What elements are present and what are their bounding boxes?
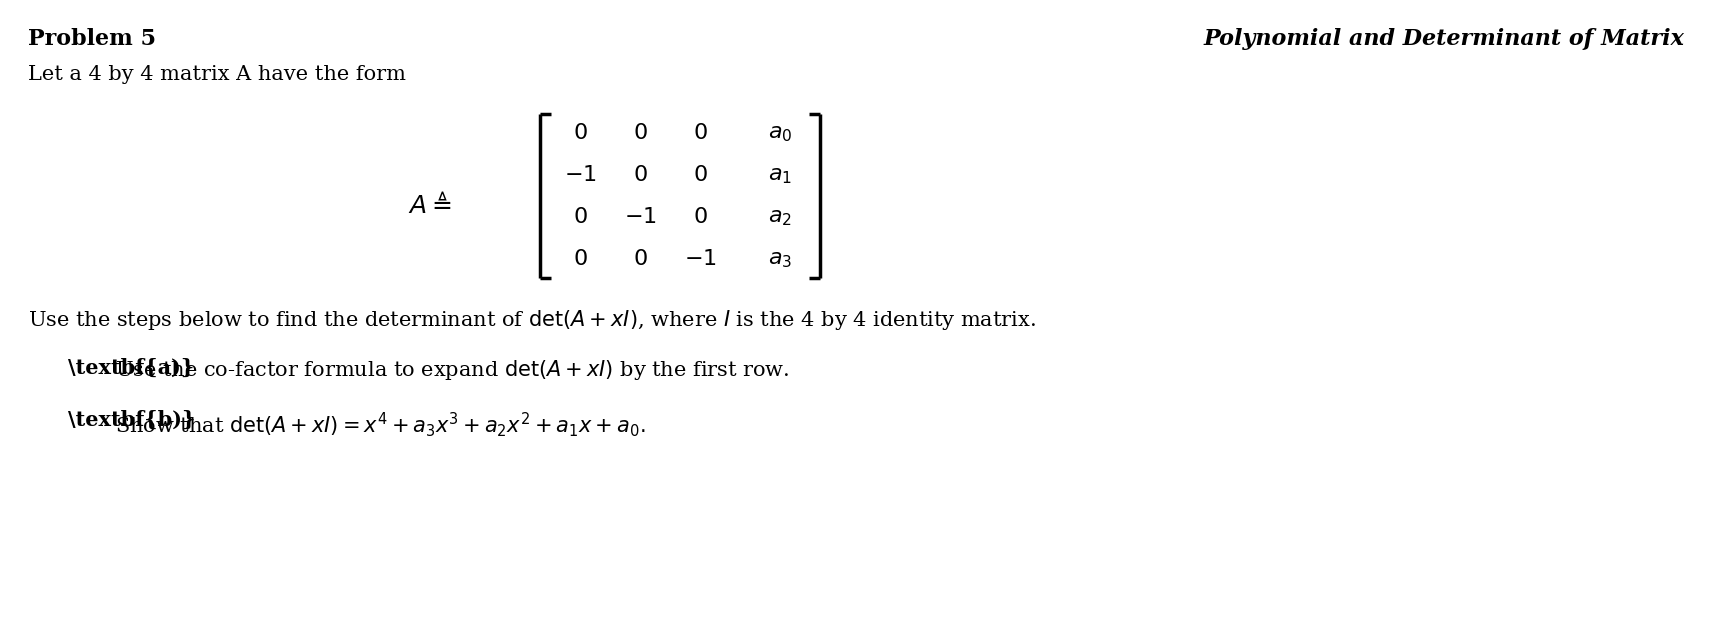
Text: $a_0$: $a_0$ <box>767 122 793 144</box>
Text: $0$: $0$ <box>633 248 647 270</box>
Text: $A \triangleq$: $A \triangleq$ <box>407 192 452 218</box>
Text: Let a 4 by 4 matrix A have the form: Let a 4 by 4 matrix A have the form <box>27 65 406 84</box>
Text: $a_1$: $a_1$ <box>769 164 793 186</box>
Text: \textbf{a)}: \textbf{a)} <box>68 358 193 378</box>
Text: $0$: $0$ <box>693 164 707 186</box>
Text: Show that $\det(A + xI) = x^4 + a_3x^3 + a_2x^2 + a_1x + a_0.$: Show that $\det(A + xI) = x^4 + a_3x^3 +… <box>115 410 645 439</box>
Text: $0$: $0$ <box>572 248 587 270</box>
Text: Use the steps below to find the determinant of $\det(A + xI)$, where $I$ is the : Use the steps below to find the determin… <box>27 308 1036 332</box>
Text: $0$: $0$ <box>572 122 587 144</box>
Text: \textbf{b)}: \textbf{b)} <box>68 410 195 430</box>
Text: $-1$: $-1$ <box>683 248 716 270</box>
Text: Use the co-factor formula to expand $\det(A + xI)$ by the first row.: Use the co-factor formula to expand $\de… <box>115 358 789 382</box>
Text: $0$: $0$ <box>572 206 587 228</box>
Text: Polynomial and Determinant of Matrix: Polynomial and Determinant of Matrix <box>1204 28 1685 50</box>
Text: Problem 5: Problem 5 <box>27 28 156 50</box>
Text: $0$: $0$ <box>693 206 707 228</box>
Text: $-1$: $-1$ <box>563 164 596 186</box>
Text: $-1$: $-1$ <box>623 206 656 228</box>
Text: $0$: $0$ <box>693 122 707 144</box>
Text: $0$: $0$ <box>633 164 647 186</box>
Text: $0$: $0$ <box>633 122 647 144</box>
Text: $a_2$: $a_2$ <box>769 206 793 228</box>
Text: $a_3$: $a_3$ <box>769 248 793 270</box>
